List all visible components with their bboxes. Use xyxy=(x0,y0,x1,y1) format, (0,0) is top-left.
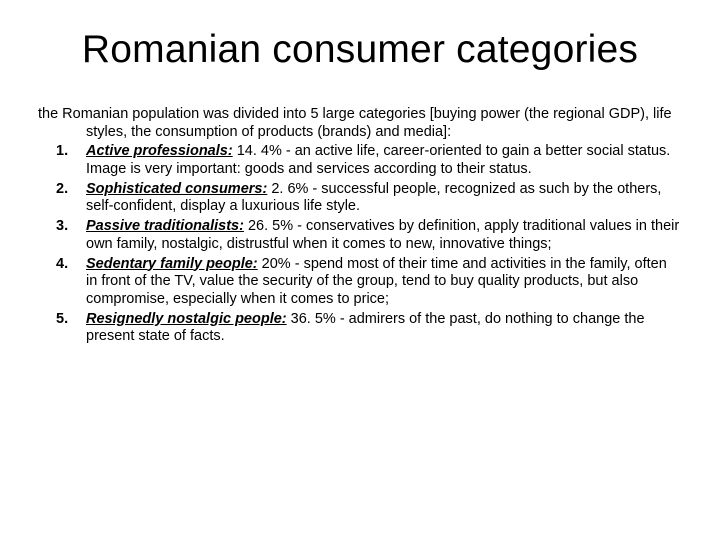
list-item: Sophisticated consumers: 2. 6% - success… xyxy=(66,181,682,216)
list-item: Active professionals: 14. 4% - an active… xyxy=(66,143,682,178)
item-label: Active professionals: xyxy=(86,143,233,159)
slide: Romanian consumer categories the Romania… xyxy=(0,0,720,540)
list-item: Resignedly nostalgic people: 36. 5% - ad… xyxy=(66,311,682,346)
item-label: Passive traditionalists: xyxy=(86,218,244,234)
item-label: Sophisticated consumers: xyxy=(86,181,267,197)
list-item: Passive traditionalists: 26. 5% - conser… xyxy=(66,218,682,253)
item-label: Resignedly nostalgic people: xyxy=(86,311,287,327)
item-label: Sedentary family people: xyxy=(86,256,258,272)
intro-text: the Romanian population was divided into… xyxy=(38,106,682,141)
slide-title: Romanian consumer categories xyxy=(38,28,682,72)
category-list: Active professionals: 14. 4% - an active… xyxy=(38,143,682,346)
slide-body: the Romanian population was divided into… xyxy=(38,106,682,346)
list-item: Sedentary family people: 20% - spend mos… xyxy=(66,256,682,309)
